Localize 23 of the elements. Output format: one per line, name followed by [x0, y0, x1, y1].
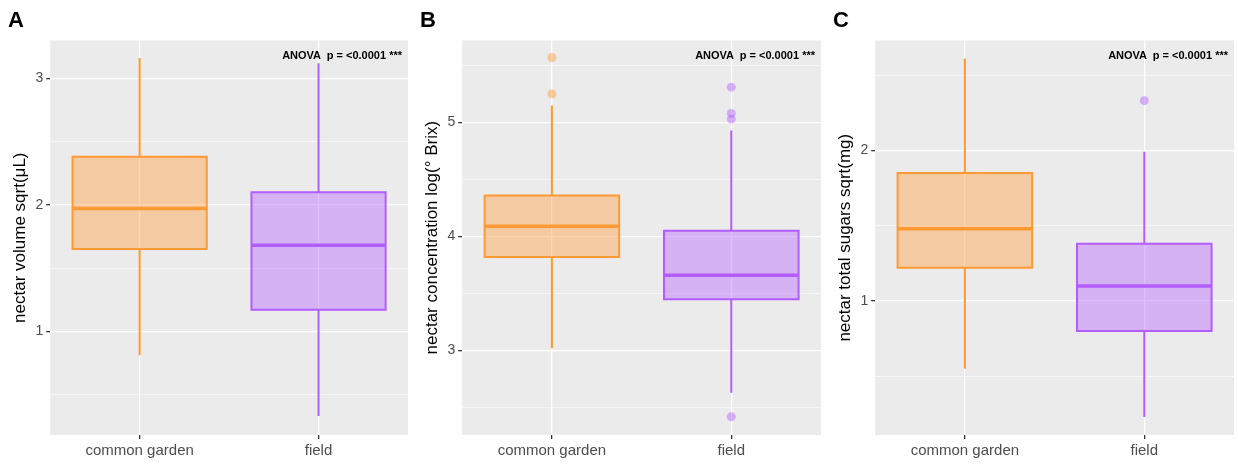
annotation: ANOVA p = <0.0001 ***: [282, 48, 403, 61]
x-tick-label: field: [717, 441, 746, 459]
y-tick-label: 3: [447, 341, 456, 358]
y-tick-label: 3: [35, 69, 44, 86]
x-tick-label: field: [1130, 441, 1159, 459]
chart-title: A: [8, 7, 24, 33]
y-axis-title: nectar volume sqrt(μL): [9, 152, 29, 323]
x-tick-label: common garden: [910, 441, 1020, 459]
y-tick-label: 2: [860, 141, 869, 158]
chart-title: B: [420, 7, 436, 33]
y-tick-label: 2: [35, 195, 44, 212]
x-tick-label: field: [304, 441, 333, 459]
y-axis-title: nectar total sugars sqrt(mg): [834, 133, 854, 342]
x-tick-label: common garden: [85, 441, 194, 459]
annotation: ANOVA p = <0.0001 ***: [695, 48, 816, 61]
y-tick-label: 1: [35, 322, 44, 339]
y-tick-label: 1: [860, 291, 869, 308]
x-tick-label: common garden: [497, 441, 607, 459]
y-axis-title: nectar concentration log(° Brix): [421, 120, 441, 355]
y-tick-label: 4: [447, 227, 456, 244]
y-tick-label: 5: [447, 113, 456, 130]
chart-title: C: [833, 7, 849, 33]
annotation: ANOVA p = <0.0001 ***: [1108, 48, 1229, 61]
